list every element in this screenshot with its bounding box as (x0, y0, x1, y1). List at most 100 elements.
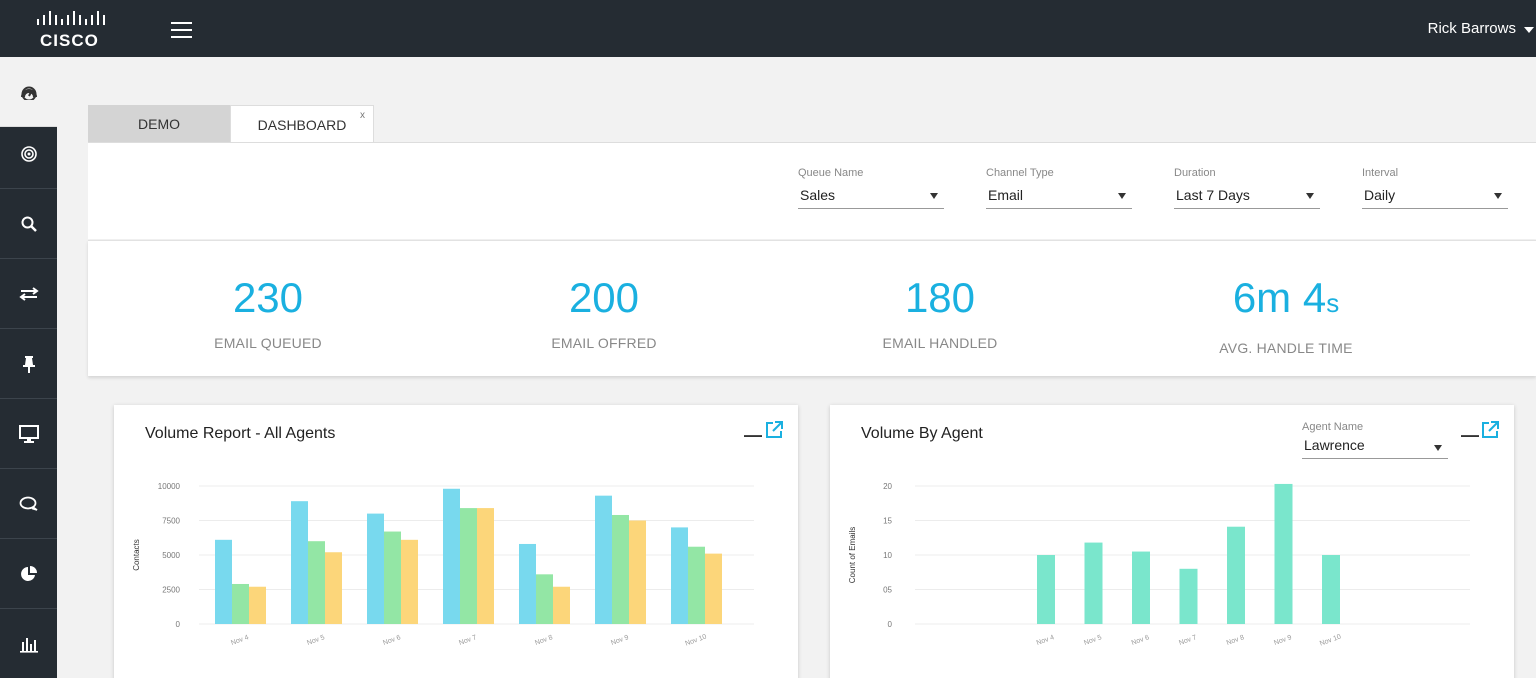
chart-bar[interactable] (536, 574, 553, 624)
dashboard-icon (20, 86, 37, 100)
y-axis-label: Count of Emails (848, 527, 857, 583)
kpi-email-handled: 180 EMAIL HANDLED (790, 275, 1090, 352)
agent-name-label: Agent Name (1302, 421, 1364, 433)
y-tick-label: 5000 (162, 551, 180, 560)
kpi-label: EMAIL QUEUED (214, 335, 322, 351)
chart-bar[interactable] (629, 520, 646, 625)
y-axis-label: Contacts (132, 539, 141, 571)
chart-bar[interactable] (249, 586, 266, 624)
caret-down-icon[interactable] (1524, 27, 1534, 33)
x-tick-label: Nov 8 (534, 634, 554, 647)
chart-bar[interactable] (291, 501, 308, 624)
y-tick-label: 10 (883, 551, 892, 560)
sidebar-item-bar-chart[interactable] (0, 609, 57, 678)
sidebar-item-search[interactable] (0, 189, 57, 259)
chart-bar[interactable] (553, 586, 570, 624)
y-tick-label: 0 (176, 620, 181, 629)
channel-type-value: Email (988, 187, 1024, 203)
sidebar-item-chat[interactable] (0, 469, 57, 539)
y-tick-label: 2500 (162, 586, 180, 595)
card-title: Volume Report - All Agents (145, 425, 336, 442)
agent-name-select[interactable]: Lawrence (1302, 437, 1448, 459)
kpi-value: 200 (568, 274, 640, 321)
minimize-icon[interactable]: — (744, 425, 762, 445)
duration-label: Duration (1174, 167, 1216, 179)
x-tick-label: Nov 8 (1226, 634, 1246, 647)
interval-filter: Interval Daily (1362, 167, 1508, 209)
pie-chart-icon (20, 565, 37, 581)
chart-bar[interactable] (325, 552, 342, 624)
minimize-icon[interactable]: — (1461, 425, 1479, 445)
chart-bar[interactable] (215, 539, 232, 624)
x-tick-label: Nov 6 (1131, 634, 1151, 647)
chart-bar[interactable] (612, 514, 629, 624)
tab-demo-label: DEMO (138, 116, 180, 132)
sidebar-item-dashboard[interactable] (0, 57, 57, 127)
chart-bar[interactable] (384, 531, 401, 624)
y-tick-label: 0 (888, 620, 893, 629)
chart-bar[interactable] (443, 488, 460, 624)
chart-bar[interactable] (1037, 555, 1055, 624)
interval-select[interactable]: Daily (1362, 187, 1508, 209)
chart-bar[interactable] (1322, 555, 1340, 624)
chart-bar[interactable] (595, 495, 612, 624)
queue-name-select[interactable]: Sales (798, 187, 944, 209)
chart-bar[interactable] (1084, 542, 1103, 624)
x-tick-label: Nov 7 (458, 634, 478, 647)
bar-chart-icon (19, 637, 38, 653)
chart-bar[interactable] (401, 539, 418, 624)
channel-type-filter: Channel Type Email (986, 167, 1132, 209)
chart-bar[interactable] (308, 541, 325, 624)
chart-bar[interactable] (477, 508, 494, 624)
x-tick-label: Nov 10 (684, 633, 707, 647)
chart-bar[interactable] (367, 513, 384, 624)
volume-by-agent-svg: 0 05 10 15 20 Count of Emails Nov 4 Nov 5 Nov 6 N… (848, 482, 1470, 648)
tab-dashboard-label: DASHBOARD (257, 116, 347, 133)
cisco-logo[interactable]: CISCO (34, 10, 110, 50)
tab-dashboard[interactable]: DASHBOARD x (230, 105, 374, 143)
duration-value: Last 7 Days (1176, 187, 1250, 203)
queue-name-filter: Queue Name Sales (798, 167, 944, 209)
sidebar-item-monitor[interactable] (0, 399, 57, 469)
chart-bar[interactable] (1179, 568, 1198, 624)
top-bar: CISCO Rick Barrows (0, 0, 1536, 57)
chart-bar[interactable] (1227, 526, 1245, 624)
sidebar-item-transfer[interactable] (0, 259, 57, 329)
x-tick-label: Nov 6 (382, 634, 402, 647)
chart-bar[interactable] (705, 553, 722, 624)
tab-demo[interactable]: DEMO (88, 105, 230, 143)
close-icon[interactable]: x (360, 110, 365, 121)
chart-bar[interactable] (460, 508, 477, 624)
kpi-panel: 230 EMAIL QUEUED 200 EMAIL OFFRED 180 EM… (88, 240, 1536, 376)
agent-name-value: Lawrence (1304, 437, 1365, 453)
card-title: Volume By Agent (861, 425, 983, 442)
chart-bar[interactable] (1274, 483, 1293, 624)
cisco-logo-bars-icon (37, 11, 105, 25)
caret-down-icon (1434, 445, 1442, 451)
external-link-icon[interactable] (1481, 421, 1499, 444)
channel-type-select[interactable]: Email (986, 187, 1132, 209)
volume-report-svg: 0 2500 5000 7500 10000 Contacts Nov 4 Nov 5 Nov … (132, 482, 754, 648)
logo-text: CISCO (40, 31, 99, 50)
menu-icon[interactable] (171, 22, 192, 38)
volume-report-card: Volume Report - All Agents — 0 2500 5000 75… (114, 405, 798, 678)
kpi-label: EMAIL HANDLED (882, 335, 998, 351)
sidebar-item-pin[interactable] (0, 329, 57, 399)
sidebar-item-pie[interactable] (0, 539, 57, 609)
chart-bar[interactable] (1132, 551, 1150, 624)
user-menu[interactable]: Rick Barrows (1427, 20, 1516, 37)
y-tick-label: 7500 (162, 517, 180, 526)
kpi-value: 230 (232, 274, 304, 321)
external-link-icon[interactable] (765, 421, 783, 444)
transfer-icon (18, 286, 39, 301)
sidebar-item-target[interactable] (0, 119, 57, 189)
duration-select[interactable]: Last 7 Days (1174, 187, 1320, 209)
queue-name-value: Sales (800, 187, 836, 203)
chart-bar[interactable] (688, 546, 705, 624)
chart-bar[interactable] (519, 543, 536, 624)
chart-bar[interactable] (232, 583, 249, 624)
caret-down-icon (1306, 193, 1314, 199)
chart-bar[interactable] (671, 527, 688, 624)
monitor-icon (18, 424, 39, 443)
